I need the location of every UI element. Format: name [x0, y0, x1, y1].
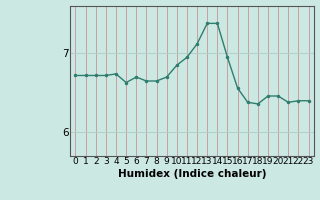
- X-axis label: Humidex (Indice chaleur): Humidex (Indice chaleur): [118, 169, 266, 179]
